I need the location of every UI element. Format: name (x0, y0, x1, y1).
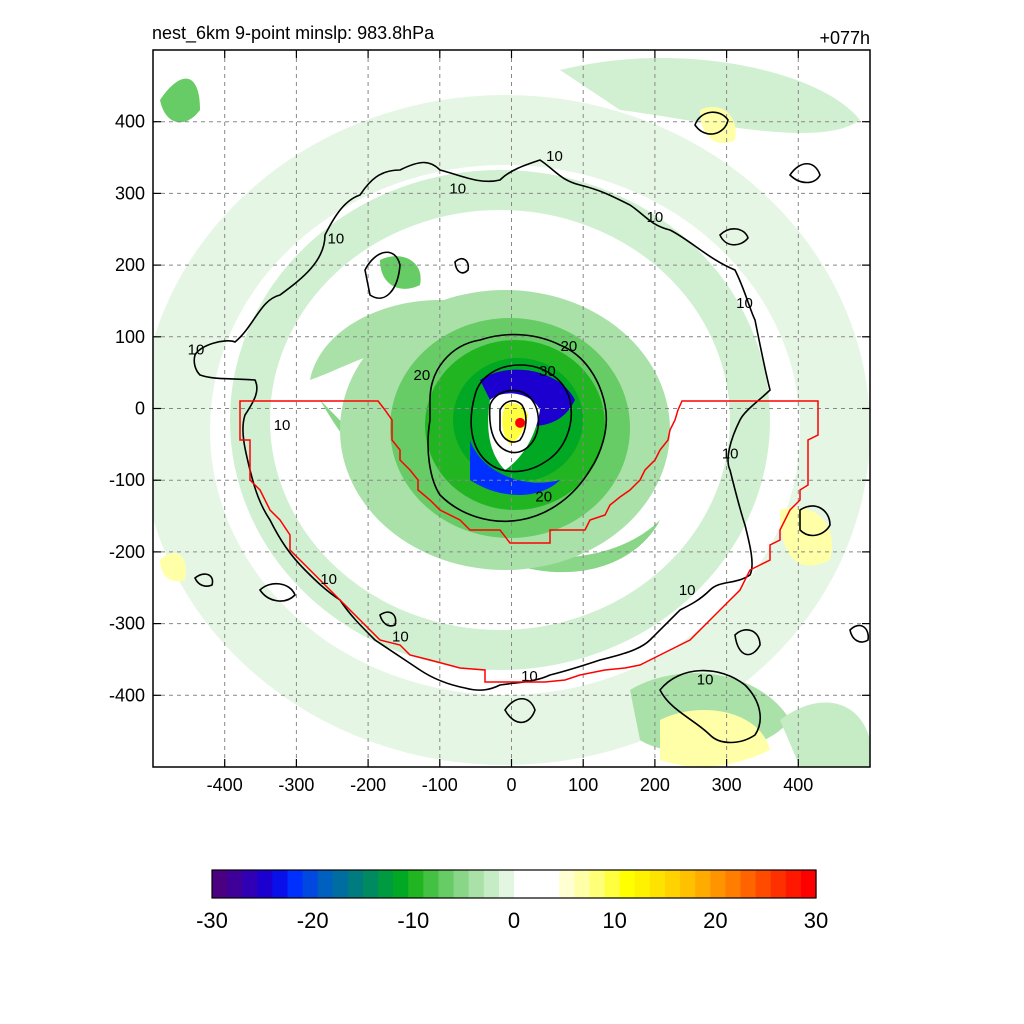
colorbar-swatch (710, 870, 726, 898)
y-tick-label: 0 (135, 399, 145, 419)
y-tick-label: 200 (115, 255, 145, 275)
colorbar-swatch (800, 870, 817, 898)
colorbar-tick-label: 20 (703, 908, 727, 933)
x-tick-label: 200 (640, 775, 670, 795)
y-tick-label: 100 (115, 327, 145, 347)
colorbar-swatch (272, 870, 289, 898)
colorbar-tick-label: 10 (602, 908, 626, 933)
contour-label: 10 (327, 231, 344, 248)
colorbar-swatch (619, 870, 636, 898)
x-tick-label: -200 (350, 775, 386, 795)
y-axis: 400 300 200 100 0 -100 -200 -300 -400 (109, 112, 870, 705)
colorbar-swatch (332, 870, 349, 898)
contour-label: 10 (736, 295, 753, 312)
y-tick-label: 400 (115, 112, 145, 132)
colorbar-tick-label: 0 (508, 908, 520, 933)
colorbar-swatch (770, 870, 787, 898)
colorbar-swatch (785, 870, 802, 898)
colorbar: -30 -20 -10 0 10 20 30 (196, 869, 828, 933)
colorbar-swatch (514, 870, 530, 898)
colorbar-swatch (347, 870, 364, 898)
contour-label: 10 (647, 209, 664, 226)
y-tick-label: 300 (115, 183, 145, 203)
storm-center-marker (515, 417, 526, 428)
contour-label: 10 (274, 417, 291, 434)
colorbar-swatch (574, 870, 591, 898)
colorbar-swatch (483, 870, 500, 898)
colorbar-swatch (438, 870, 455, 898)
colorbar-tick-label: 30 (804, 908, 828, 933)
plot-title: nest_6km 9-point minslp: 983.8hPa (152, 23, 435, 44)
x-tick-label: 300 (712, 775, 742, 795)
contour-label: 20 (535, 489, 552, 506)
x-tick-label: 0 (506, 775, 516, 795)
y-tick-label: -200 (109, 542, 145, 562)
plot-area: 10 10 10 10 10 10 10 10 10 10 10 10 10 20 20 20 30 (153, 50, 870, 767)
colorbar-frame (211, 869, 817, 899)
contour-label: 20 (414, 367, 431, 384)
colorbar-tick-label: -20 (297, 908, 329, 933)
colorbar-swatch (544, 870, 560, 898)
colorbar-swatch (242, 870, 258, 898)
contour-label: 10 (392, 629, 409, 646)
colorbar-swatch (740, 870, 757, 898)
colorbar-swatch (453, 870, 470, 898)
y-tick-label: -300 (109, 614, 145, 634)
colorbar-swatch (317, 870, 334, 898)
contour-label: 10 (679, 582, 696, 599)
x-tick-label: 400 (783, 775, 813, 795)
colorbar-swatch (725, 870, 742, 898)
colorbar-swatch (287, 870, 304, 898)
colorbar-swatch (227, 870, 243, 898)
colorbar-swatch (378, 870, 394, 898)
colorbar-tick-label: -10 (397, 908, 429, 933)
colorbar-swatch (468, 870, 485, 898)
colorbar-swatch (695, 870, 711, 898)
contour-label: 10 (188, 342, 205, 359)
colorbar-swatch (302, 870, 319, 898)
colorbar-swatch (634, 870, 651, 898)
colorbar-swatch (408, 870, 424, 898)
contour-label: 10 (697, 672, 714, 689)
colorbar-swatch (649, 870, 666, 898)
x-tick-label: 100 (568, 775, 598, 795)
colorbar-swatch (212, 870, 228, 898)
domain-outline (239, 400, 819, 683)
colorbar-swatch (589, 870, 606, 898)
colorbar-swatch (665, 870, 681, 898)
x-tick-label: -100 (422, 775, 458, 795)
time-label: +077h (819, 28, 870, 48)
contour-label: 10 (521, 668, 538, 685)
colorbar-tick-label: -30 (196, 908, 228, 933)
contour-label: 30 (539, 363, 556, 380)
colorbar-swatch (498, 870, 515, 898)
contour-label: 10 (449, 180, 466, 197)
colorbar-swatch (393, 870, 409, 898)
x-axis: -400 -300 -200 -100 0 100 200 300 400 (207, 50, 813, 795)
colorbar-swatch (363, 870, 379, 898)
contour-label: 10 (320, 571, 337, 588)
colorbar-swatch (529, 870, 545, 898)
colorbar-swatch (604, 870, 621, 898)
contour-label: 20 (561, 338, 578, 355)
contour-label: 10 (722, 446, 739, 463)
contour-labels: 10 10 10 10 10 10 10 10 10 10 10 10 10 20 20 20 30 (188, 148, 753, 688)
colorbar-swatch (423, 870, 440, 898)
contour-lines (193, 111, 870, 744)
colorbar-swatch (680, 870, 696, 898)
contour-label: 10 (546, 148, 563, 165)
y-tick-label: -400 (109, 685, 145, 705)
y-tick-label: -100 (109, 470, 145, 490)
shaded-field (153, 58, 870, 767)
x-tick-label: -300 (278, 775, 314, 795)
x-tick-label: -400 (207, 775, 243, 795)
colorbar-swatch (755, 870, 772, 898)
colorbar-swatch (559, 870, 575, 898)
colorbar-swatch (257, 870, 273, 898)
